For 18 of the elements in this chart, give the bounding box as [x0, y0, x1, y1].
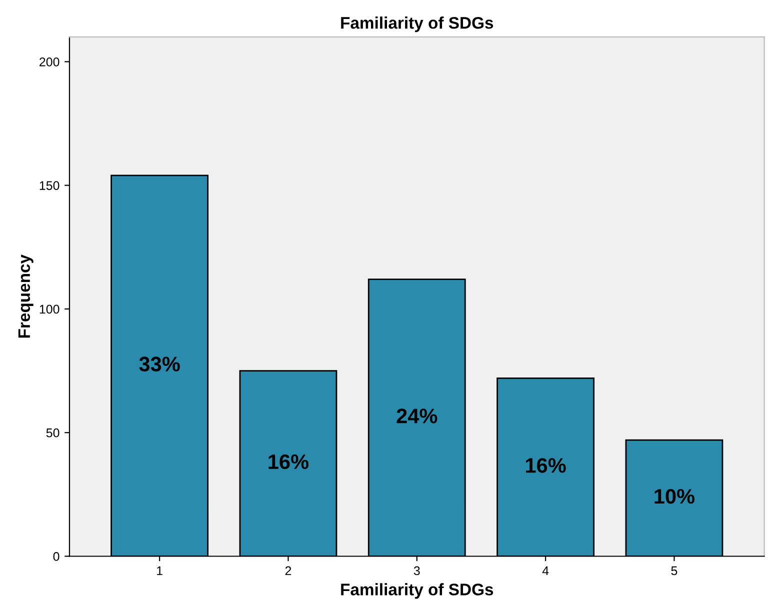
annotation: 16%	[526, 458, 566, 473]
annotation: 24%	[396, 408, 438, 424]
annotation: 33%	[139, 356, 180, 372]
y-tick-label: 100	[40, 304, 60, 314]
x-tick-label: 2	[285, 566, 292, 576]
x-tick-label: 1	[157, 566, 162, 576]
annotation: 16%	[268, 454, 309, 470]
x-tick-label: 3	[414, 566, 420, 576]
x-tick-label: 5	[671, 566, 678, 576]
chart-title: Familiarity of SDGs	[341, 16, 494, 32]
y-tick-label: 200	[40, 57, 60, 66]
y-tick-label: 50	[46, 428, 60, 438]
y-axis-title: Frequency	[18, 254, 34, 338]
y-tick-label: 150	[40, 181, 60, 190]
x-tick-label: 4	[542, 566, 549, 576]
x-axis-title: Familiarity of SDGs	[341, 583, 494, 599]
y-tick-label: 0	[53, 552, 60, 561]
annotation: 10%	[654, 488, 695, 504]
